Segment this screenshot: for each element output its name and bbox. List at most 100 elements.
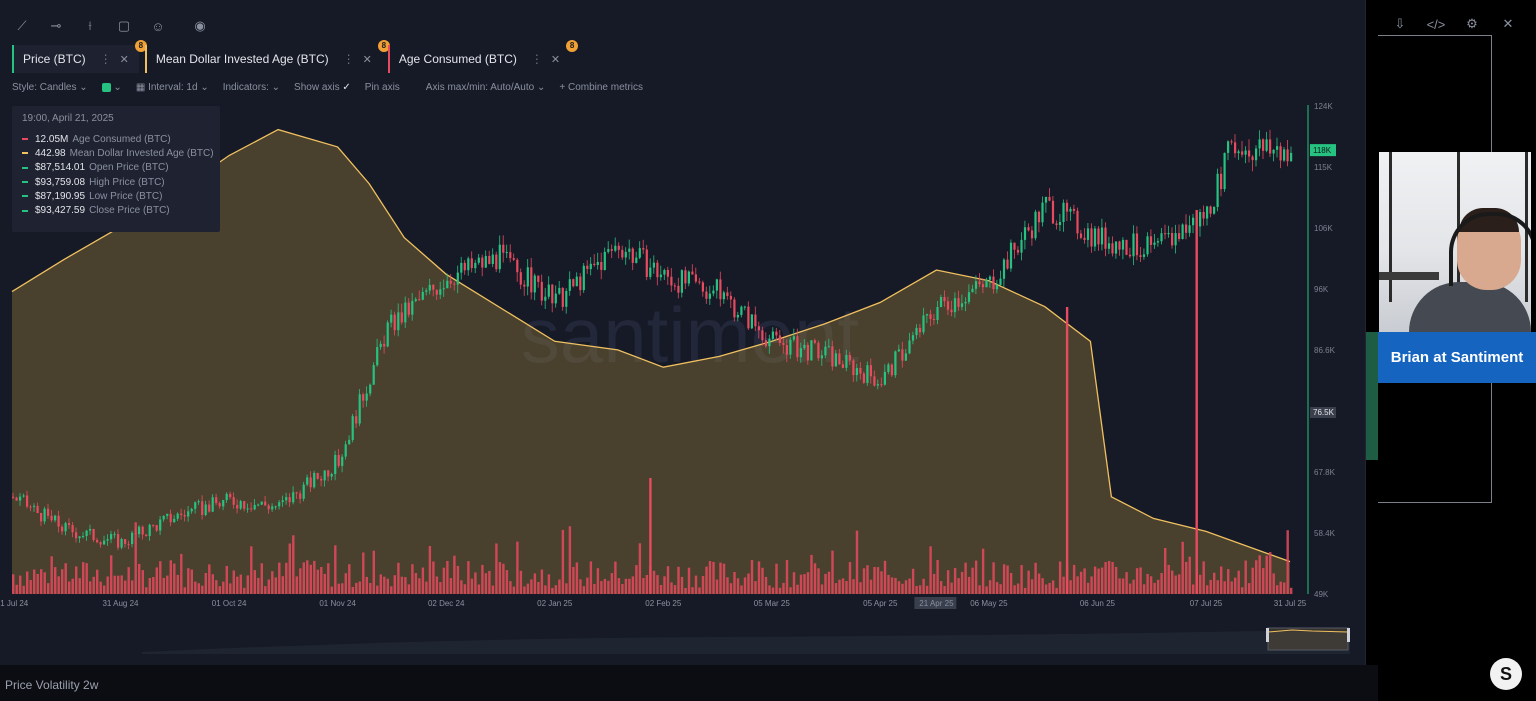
tab-mean-dollar-invested-age[interactable]: Mean Dollar Invested Age (BTC) ⋮ ✕ 8: [144, 40, 390, 73]
age-consumed-bar: [64, 563, 67, 594]
price-candle: [1146, 236, 1149, 255]
age-consumed-bar: [131, 580, 134, 594]
price-candle: [250, 508, 253, 510]
tab-menu-icon[interactable]: ⋮: [99, 52, 112, 66]
embed-code-icon[interactable]: </>: [1426, 16, 1446, 32]
tab-close-icon[interactable]: ✕: [550, 53, 561, 66]
price-candle: [565, 291, 568, 307]
pin-axis-toggle[interactable]: Pin axis: [365, 82, 400, 93]
age-consumed-bar: [1132, 579, 1135, 594]
price-candle: [1062, 202, 1065, 222]
tab-price[interactable]: Price (BTC) ⋮ ✕ 8: [12, 40, 147, 73]
tab-label: Mean Dollar Invested Age (BTC): [155, 52, 329, 66]
age-consumed-bar: [694, 575, 698, 594]
line-tool-icon[interactable]: ⟋: [17, 18, 27, 33]
price-candle: [929, 314, 932, 319]
age-consumed-bar: [232, 570, 235, 594]
style-dropdown[interactable]: Style: Candles ⌄: [12, 82, 88, 93]
range-navigator[interactable]: [12, 624, 1350, 654]
price-candle: [908, 340, 911, 354]
age-consumed-bar: [54, 567, 57, 594]
navigator-handle-left[interactable]: [1266, 628, 1269, 642]
price-candle: [271, 506, 274, 510]
age-consumed-bar: [477, 584, 481, 594]
interval-dropdown[interactable]: ▦ Interval: 1d ⌄: [135, 82, 209, 93]
age-consumed-bar: [579, 579, 582, 594]
age-consumed-bar: [617, 578, 621, 594]
tab-menu-icon[interactable]: ⋮: [530, 52, 543, 66]
age-consumed-bar: [61, 569, 64, 594]
price-candle: [862, 373, 865, 383]
color-picker[interactable]: ⌄: [101, 82, 122, 93]
settings-gear-icon[interactable]: ⚙: [1466, 16, 1478, 31]
tab-age-consumed[interactable]: Age Consumed (BTC) ⋮ ✕ 8: [387, 40, 579, 73]
age-consumed-bar: [988, 580, 992, 594]
tooltip-label: High Price (BTC): [89, 176, 165, 188]
price-candle: [684, 270, 687, 284]
eye-icon[interactable]: ◉: [194, 18, 206, 33]
age-consumed-bar: [519, 570, 523, 594]
price-candle: [582, 265, 585, 291]
price-candle: [390, 314, 393, 323]
price-candle: [656, 262, 659, 278]
tab-menu-icon[interactable]: ⋮: [342, 52, 355, 66]
combine-metrics-button[interactable]: + Combine metrics: [559, 82, 643, 93]
watermark: santiment: [521, 291, 859, 379]
price-candle: [1125, 239, 1128, 255]
price-candle: [495, 254, 498, 270]
price-candle: [603, 251, 606, 270]
price-candle: [1290, 152, 1293, 162]
tab-close-icon[interactable]: ✕: [119, 53, 129, 66]
show-axis-toggle[interactable]: Show axis ✓: [294, 82, 351, 93]
price-candle: [1192, 217, 1195, 226]
price-candle: [173, 518, 176, 523]
series-color-marker: [22, 195, 28, 198]
axis-maxmin-dropdown[interactable]: Axis max/min: Auto/Auto ⌄: [425, 82, 546, 93]
age-consumed-bar: [78, 578, 81, 594]
tab-close-icon[interactable]: ✕: [362, 53, 372, 66]
series-color-marker: [22, 209, 28, 212]
age-consumed-bar: [505, 570, 509, 594]
price-candle: [1058, 222, 1062, 225]
tooltip-value: $93,427.59: [35, 205, 86, 217]
age-consumed-bar: [404, 577, 407, 594]
price-candle: [894, 351, 897, 376]
age-consumed-bar: [663, 576, 666, 594]
price-candle: [288, 497, 291, 503]
age-consumed-bar: [281, 576, 284, 594]
age-consumed-bar: [218, 586, 221, 594]
age-consumed-bar: [246, 575, 249, 594]
age-consumed-bar: [523, 586, 526, 594]
age-consumed-bar: [106, 576, 109, 594]
age-consumed-bar: [645, 575, 649, 594]
price-chart[interactable]: santiment 124K 115K 106K 96K 86.6K 76.5K 67.8K 5…: [0, 100, 1365, 620]
age-consumed-bar: [1142, 584, 1146, 594]
age-consumed-bar: [211, 574, 214, 594]
download-icon[interactable]: ⇩: [1394, 16, 1406, 31]
age-consumed-bar: [1058, 561, 1062, 594]
emoji-icon[interactable]: ☺: [151, 18, 165, 34]
horizontal-line-icon[interactable]: ⊸: [50, 18, 62, 33]
age-consumed-bar: [526, 583, 530, 594]
age-consumed-bar: [229, 583, 232, 594]
note-icon[interactable]: ▢: [117, 18, 131, 33]
price-candle: [257, 504, 260, 506]
age-consumed-bar: [1002, 564, 1006, 594]
price-candle: [981, 284, 985, 288]
age-consumed-bar: [117, 575, 120, 594]
age-consumed-bar: [666, 566, 670, 594]
price-candle: [1220, 173, 1223, 190]
close-icon[interactable]: ✕: [1502, 16, 1514, 31]
age-consumed-bar: [215, 580, 218, 594]
price-candle: [1167, 233, 1170, 235]
age-consumed-bar: [638, 543, 642, 594]
price-candle: [40, 513, 43, 522]
price-candle: [106, 539, 109, 541]
vertical-line-icon[interactable]: ⟊: [88, 18, 92, 33]
price-candle: [729, 295, 732, 300]
price-candle: [85, 530, 88, 536]
age-consumed-bar: [1188, 556, 1191, 594]
navigator-handle-right[interactable]: [1347, 628, 1350, 642]
age-consumed-bar: [1171, 570, 1174, 594]
indicators-dropdown[interactable]: Indicators: ⌄: [222, 82, 281, 93]
